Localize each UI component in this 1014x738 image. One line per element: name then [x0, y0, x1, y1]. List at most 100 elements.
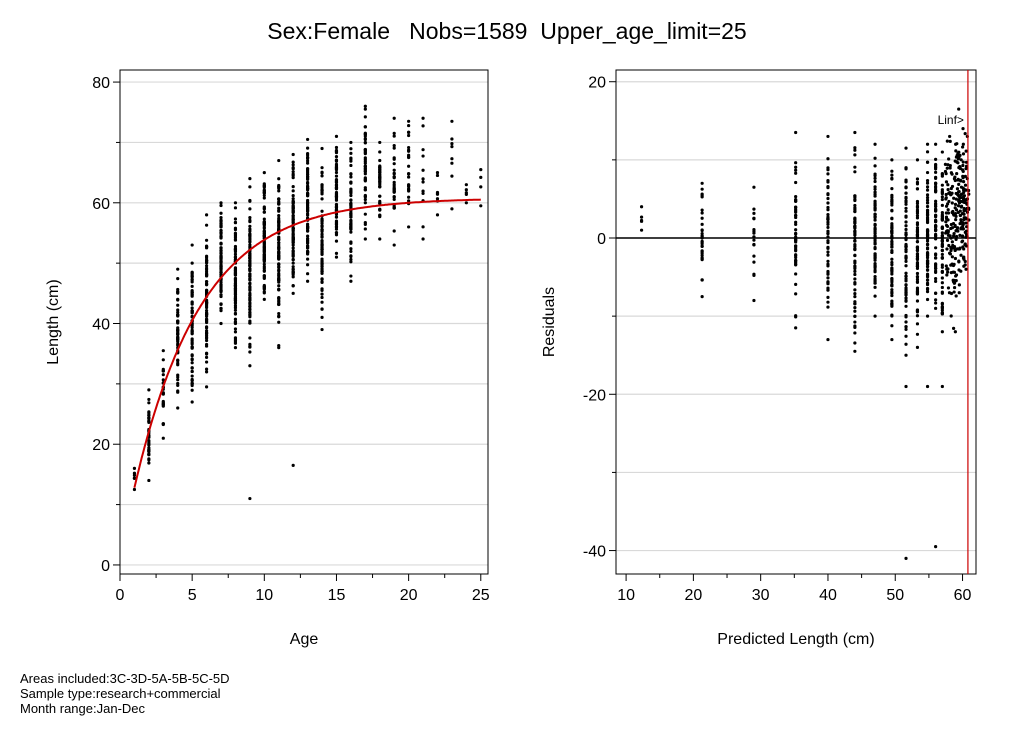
data-point — [233, 220, 238, 224]
data-point — [219, 293, 223, 297]
data-point — [956, 177, 960, 182]
data-point — [794, 228, 798, 232]
data-point — [961, 169, 965, 173]
data-point — [700, 216, 704, 220]
x-tick-label: 30 — [752, 587, 770, 604]
data-point — [904, 206, 908, 210]
data-point — [204, 352, 209, 356]
data-point — [925, 211, 930, 215]
data-point — [176, 303, 180, 307]
data-point — [349, 198, 353, 202]
data-point — [248, 185, 252, 189]
data-point — [940, 270, 944, 274]
x-tick-label: 40 — [819, 587, 837, 604]
data-point — [904, 215, 908, 219]
data-point — [954, 197, 958, 201]
data-point — [961, 235, 965, 239]
data-point — [407, 130, 411, 134]
data-point — [904, 220, 908, 224]
data-point — [794, 292, 798, 296]
data-point — [435, 197, 440, 201]
data-point — [934, 209, 938, 213]
data-point — [953, 202, 958, 206]
data-point — [219, 286, 223, 290]
data-point — [794, 199, 798, 203]
data-point — [853, 259, 857, 263]
data-point — [956, 190, 961, 194]
data-point — [392, 175, 396, 179]
data-point — [277, 302, 281, 306]
data-point — [915, 322, 920, 326]
data-point — [320, 250, 324, 254]
data-point — [915, 280, 920, 284]
data-point — [262, 291, 266, 295]
data-point — [934, 220, 938, 224]
data-point — [248, 344, 252, 348]
data-point — [853, 239, 857, 243]
data-point — [794, 272, 798, 276]
data-point — [915, 214, 920, 218]
data-point — [953, 178, 957, 183]
data-point — [190, 345, 194, 350]
data-point — [915, 299, 920, 303]
data-point — [204, 311, 209, 316]
data-point — [248, 281, 252, 285]
data-point — [334, 170, 339, 175]
data-point — [934, 224, 938, 228]
data-point — [248, 234, 252, 238]
data-point — [176, 321, 180, 325]
data-point — [219, 309, 223, 313]
data-point — [890, 293, 894, 298]
sample-type-note: Sample type:research+commercial — [20, 686, 221, 701]
data-point — [334, 205, 339, 209]
data-point — [161, 402, 165, 406]
data-point — [853, 306, 857, 310]
data-point — [277, 219, 281, 223]
data-point — [944, 180, 949, 184]
data-point — [334, 225, 339, 229]
data-point — [378, 170, 382, 174]
data-point — [853, 331, 857, 335]
data-point — [826, 196, 830, 201]
data-point — [407, 199, 411, 203]
data-point — [306, 153, 310, 157]
data-point — [853, 146, 857, 150]
data-point — [349, 247, 353, 251]
data-point — [946, 163, 950, 167]
data-point — [204, 325, 209, 329]
data-point — [407, 175, 411, 179]
data-point — [190, 340, 194, 345]
data-point — [233, 301, 238, 305]
data-point — [904, 315, 908, 319]
data-point — [960, 192, 964, 196]
data-point — [964, 221, 968, 225]
data-point — [873, 237, 877, 241]
data-point — [700, 187, 704, 191]
data-point — [826, 271, 830, 275]
data-point — [378, 140, 382, 145]
data-point — [853, 314, 857, 318]
data-point — [915, 345, 920, 349]
data-point — [277, 311, 281, 316]
data-point — [147, 461, 151, 465]
data-point — [915, 271, 920, 276]
data-point — [944, 223, 949, 227]
data-point — [291, 172, 295, 176]
x-tick-label: 20 — [400, 587, 418, 604]
data-point — [407, 153, 411, 157]
data-point — [873, 278, 877, 283]
data-point — [320, 243, 324, 248]
data-point — [291, 170, 295, 174]
data-point — [176, 297, 180, 302]
data-point — [421, 116, 425, 120]
data-point — [873, 199, 877, 203]
data-point — [176, 327, 180, 331]
data-point — [204, 244, 209, 248]
data-point — [934, 170, 938, 174]
data-point — [794, 195, 798, 199]
data-point — [392, 195, 396, 199]
data-point — [349, 159, 353, 163]
data-point — [946, 202, 950, 206]
data-point — [291, 267, 295, 272]
data-point — [934, 306, 938, 310]
